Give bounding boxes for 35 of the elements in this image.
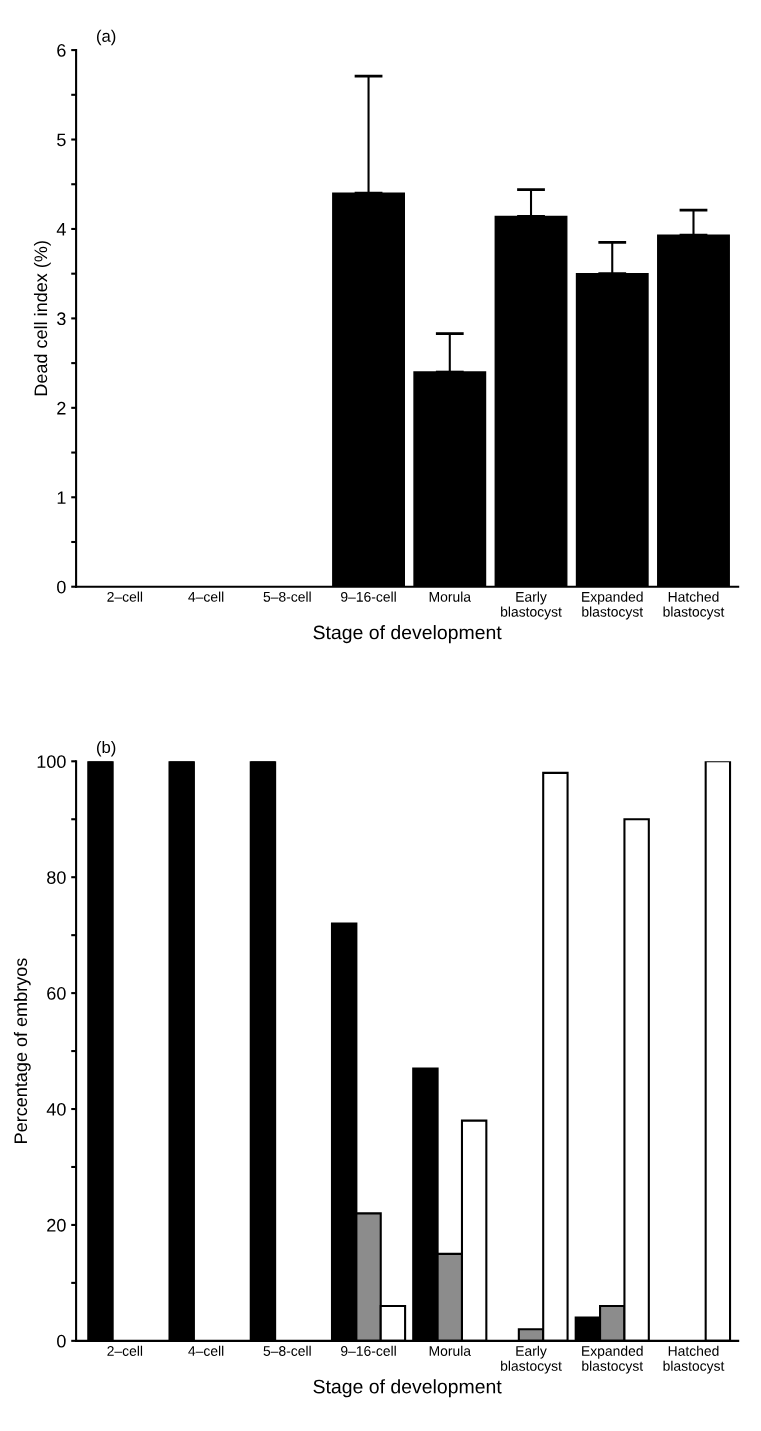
y-tick-label: 40 <box>46 1102 66 1116</box>
x-tick-label: 4–cell <box>188 1345 224 1356</box>
x-tick-label: 9–16-cell <box>341 591 396 602</box>
x-tick-label: Hatched blastocyst <box>663 1345 725 1374</box>
x-tick-label: 2–cell <box>107 591 143 602</box>
y-tick-label: 20 <box>47 1218 66 1232</box>
x-tick-label: Morula <box>429 1345 472 1356</box>
x-tick-label: Expanded blastocyst <box>582 591 644 620</box>
y-axis-title: Dead cell index (%) <box>33 241 51 396</box>
x-tick-label: Early blastocyst <box>501 591 562 620</box>
y-tick-label: 2 <box>57 401 66 415</box>
x-tick-label: Hatched blastocyst <box>663 591 725 620</box>
x-tick-label: 5–8-cell <box>263 1345 311 1356</box>
y-tick-label: 60 <box>47 987 66 1000</box>
y-axis-title: Percentage of embryos <box>13 958 31 1143</box>
y-tick-label: 1 <box>57 491 66 504</box>
y-tick-label: 100 <box>37 755 66 769</box>
x-tick-label: 2–cell <box>107 1345 143 1356</box>
chart-title: (a) <box>97 29 116 46</box>
y-tick-label: 5 <box>57 133 66 147</box>
y-tick-label: 3 <box>57 312 66 326</box>
x-axis-title: Stage of development <box>313 1379 502 1398</box>
x-tick-label: 4–cell <box>188 591 224 602</box>
x-tick-label: Expanded blastocyst <box>582 1345 644 1374</box>
x-tick-label: Early blastocyst <box>501 1345 562 1374</box>
y-tick-label: 0 <box>57 580 66 594</box>
x-tick-label: Morula <box>429 591 472 602</box>
x-tick-label: 5–8-cell <box>263 591 311 602</box>
y-tick-label: 80 <box>47 871 66 884</box>
x-tick-label: 9–16-cell <box>341 1345 396 1356</box>
y-tick-label: 4 <box>56 223 66 236</box>
y-tick-label: 6 <box>57 44 66 57</box>
y-tick-label: 0 <box>57 1334 66 1348</box>
chart-title: (b) <box>97 740 116 757</box>
x-axis-title: Stage of development <box>313 625 502 644</box>
